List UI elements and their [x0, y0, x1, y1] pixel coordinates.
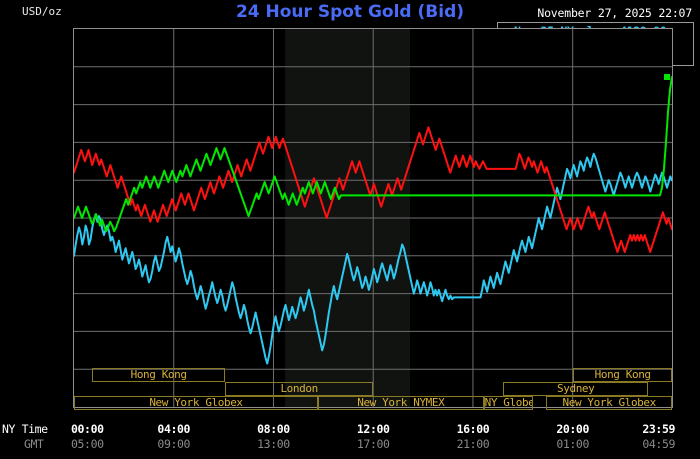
x-axis-ny-tick-label: 23:59 — [642, 422, 675, 436]
price-lines-svg — [74, 29, 672, 407]
session-bar: Hong Kong — [573, 368, 672, 382]
x-axis-gmt-ticks: 05:00 09:00 13:00 17:00 21:00 01:00 04:59 — [0, 437, 700, 451]
price-line-series — [74, 152, 672, 365]
x-axis-gmt-tick-label: 17:00 — [356, 437, 390, 451]
x-axis-ny-tick-label: 16:00 — [456, 422, 490, 436]
x-axis-gmt-label: GMT — [24, 437, 44, 451]
session-bar: Sydney — [503, 382, 649, 396]
session-bar: New York Globex — [74, 396, 318, 410]
price-line-series — [74, 76, 672, 233]
x-axis-gmt-tick-label: 13:00 — [257, 437, 290, 451]
x-axis-ny-label: NY Time — [2, 422, 48, 436]
page-title: 24 Hour Spot Gold (Bid) — [235, 2, 465, 22]
plot-area — [73, 28, 673, 408]
session-bar: London — [225, 382, 373, 396]
x-axis-gmt-tick-label: 21:00 — [456, 437, 490, 451]
session-bar: New York NYMEX — [317, 396, 484, 410]
x-axis-ny-tick-label: 12:00 — [356, 422, 390, 436]
y-axis-unit-label: USD/oz — [22, 5, 62, 18]
x-axis-ny-tick-label: 00:00 — [71, 422, 104, 436]
y-axis: 4200.04190.04180.04170.04160.04150.04140… — [0, 0, 73, 459]
x-axis-gmt-tick-label: 05:00 — [71, 437, 104, 451]
x-axis-gmt-tick-label: 09:00 — [157, 437, 191, 451]
x-axis-ny-ticks: 00:00 04:00 08:00 12:00 16:00 20:00 23:59 — [0, 422, 700, 436]
x-axis-ny-tick-label: 08:00 — [257, 422, 290, 436]
timestamp: November 27, 2025 22:07 — [537, 6, 692, 20]
price-line-series — [74, 126, 672, 254]
x-axis-gmt-tick-label: 01:00 — [556, 437, 589, 451]
x-axis-ny-tick-label: 20:00 — [556, 422, 589, 436]
session-bar: NY Globex — [483, 396, 534, 410]
session-bar: Hong Kong — [91, 368, 226, 382]
session-bar: New York Globex — [546, 396, 672, 410]
x-axis-ny-tick-label: 04:00 — [157, 422, 191, 436]
x-axis-gmt-tick-label: 04:59 — [642, 437, 675, 451]
last-price-marker — [664, 74, 670, 81]
